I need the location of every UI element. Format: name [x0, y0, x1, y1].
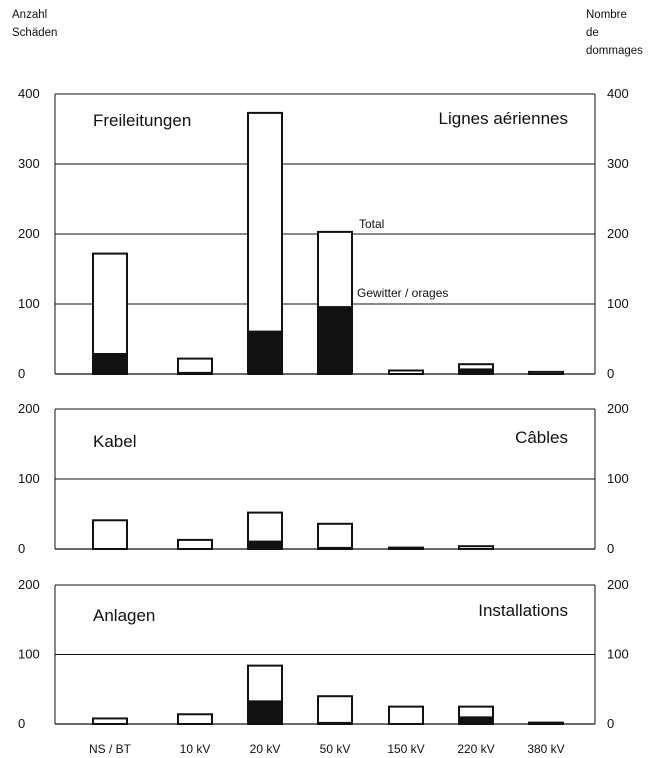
bar-storm-0 [93, 723, 127, 725]
bar-total-4 [388, 705, 424, 725]
right-tick-label: 100 [607, 296, 629, 311]
left-tick-label: 100 [18, 296, 40, 311]
category-label: 220 kV [457, 742, 494, 756]
bar-total-1 [177, 713, 213, 726]
bar-storm-1 [178, 371, 212, 374]
panel-cables: 0 0 100 100 200 200 Kabel Câbles [18, 401, 629, 556]
bar-total-1 [177, 538, 213, 551]
panel-label-fr: Câbles [515, 428, 568, 447]
bar-total-3 [317, 522, 353, 550]
right-axis-title-line-3: dommages [586, 45, 643, 57]
bar-storm-5 [459, 716, 493, 724]
left-tick-label: 300 [18, 156, 40, 171]
bar-storm-6 [529, 373, 563, 375]
right-tick-label: 0 [607, 366, 614, 381]
left-axis-title-line-2: Schäden [12, 27, 58, 39]
panel-installations: 0 0 100 100 200 200 Anlagen Installations [18, 577, 629, 731]
bar-storm-2 [248, 330, 282, 374]
right-axis-title-line-1: Nombre [586, 9, 627, 21]
left-tick-label: 100 [18, 647, 40, 662]
left-tick-label: 200 [18, 577, 40, 592]
category-label: 380 kV [527, 742, 564, 756]
annotation-storm: Gewitter / orages [357, 286, 448, 300]
bar-storm-2 [248, 540, 282, 549]
bar-storm-0 [93, 353, 127, 374]
annotation-total: Total [359, 217, 384, 231]
category-label: 20 kV [250, 742, 281, 756]
bar-storm-1 [178, 723, 212, 725]
bar-total-0 [92, 519, 128, 550]
panel-label-de: Freileitungen [93, 111, 191, 130]
panel-label-fr: Lignes aériennes [439, 109, 568, 128]
panel-label-de: Kabel [93, 432, 136, 451]
left-tick-label: 400 [18, 86, 40, 101]
bar-storm-1 [178, 548, 212, 550]
bar-total-3 [317, 695, 353, 726]
bar-storm-3 [318, 721, 352, 724]
right-tick-label: 200 [607, 577, 629, 592]
left-tick-label: 0 [18, 716, 25, 731]
bar-total-4 [388, 546, 424, 550]
right-tick-label: 200 [607, 401, 629, 416]
category-label: 10 kV [180, 742, 211, 756]
right-tick-label: 0 [607, 541, 614, 556]
bar-storm-0 [93, 548, 127, 550]
right-tick-label: 300 [607, 156, 629, 171]
left-tick-label: 200 [18, 401, 40, 416]
left-tick-label: 0 [18, 541, 25, 556]
left-tick-label: 200 [18, 226, 40, 241]
category-label: 50 kV [320, 742, 351, 756]
category-label: NS / BT [89, 742, 132, 756]
right-tick-label: 100 [607, 471, 629, 486]
bar-total-1 [177, 357, 213, 376]
bar-storm-3 [318, 546, 352, 549]
right-tick-label: 0 [607, 716, 614, 731]
bar-total-0 [92, 717, 128, 726]
right-axis-title: Nombre de dommages [586, 6, 652, 60]
left-axis-title: Anzahl Schäden [12, 6, 57, 42]
panel-overhead: 0 0 100 100 200 200 300 300 400 400 Freileitungen L… [18, 86, 629, 381]
bar-total-6 [528, 721, 564, 725]
left-tick-label: 100 [18, 471, 40, 486]
left-axis-title-line-1: Anzahl [12, 9, 48, 21]
bar-total-5 [458, 545, 494, 551]
right-tick-label: 200 [607, 226, 629, 241]
bar-storm-4 [389, 373, 423, 375]
category-label: 150 kV [387, 742, 424, 756]
right-axis-title-line-2: de [586, 27, 599, 39]
right-tick-label: 400 [607, 86, 629, 101]
panel-label-de: Anlagen [93, 606, 155, 625]
right-tick-label: 100 [607, 647, 629, 662]
bar-total-2 [247, 111, 283, 376]
panel-label-fr: Installations [478, 601, 568, 620]
bar-storm-2 [248, 700, 282, 724]
left-tick-label: 0 [18, 366, 25, 381]
bar-storm-5 [459, 368, 493, 374]
bar-storm-3 [318, 306, 352, 374]
